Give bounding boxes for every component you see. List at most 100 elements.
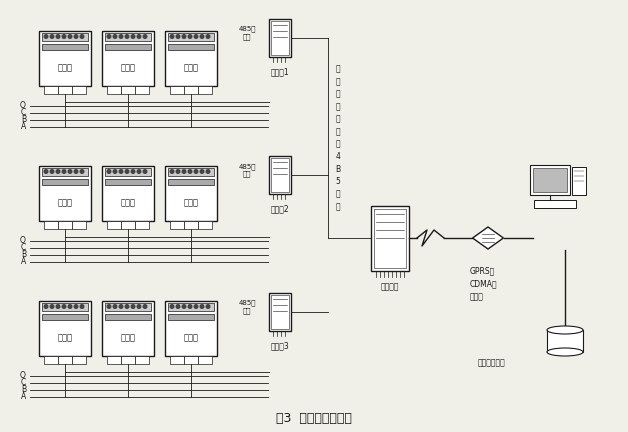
Text: A: A xyxy=(21,122,26,131)
Circle shape xyxy=(176,170,180,173)
Text: 居民表: 居民表 xyxy=(58,64,72,73)
Bar xyxy=(58,86,72,93)
Bar xyxy=(547,330,583,352)
Bar xyxy=(102,165,154,220)
Circle shape xyxy=(68,170,72,173)
Text: 电
力
载
波
通
讯
或
4
B
5
通
讯: 电 力 载 波 通 讯 或 4 B 5 通 讯 xyxy=(335,65,340,211)
Bar xyxy=(105,32,151,41)
Circle shape xyxy=(113,170,117,173)
Text: B: B xyxy=(21,115,26,124)
Ellipse shape xyxy=(547,348,583,356)
Bar xyxy=(168,168,214,175)
Text: O: O xyxy=(20,371,26,380)
Circle shape xyxy=(119,35,123,38)
Circle shape xyxy=(131,170,135,173)
Circle shape xyxy=(188,35,192,38)
Text: 居民表: 居民表 xyxy=(121,198,136,207)
Bar xyxy=(184,220,198,229)
Circle shape xyxy=(50,305,54,308)
Text: 采集器3: 采集器3 xyxy=(271,341,290,350)
Bar xyxy=(271,158,289,192)
Text: 图3  采集器抄表模式: 图3 采集器抄表模式 xyxy=(276,412,352,425)
Circle shape xyxy=(143,305,147,308)
Circle shape xyxy=(74,305,78,308)
Circle shape xyxy=(119,170,123,173)
Bar xyxy=(135,220,149,229)
Circle shape xyxy=(107,35,111,38)
Bar xyxy=(105,314,151,320)
Text: 集抄系统主站: 集抄系统主站 xyxy=(478,358,506,367)
Bar xyxy=(165,165,217,220)
Text: 485、
脉冲: 485、 脉冲 xyxy=(238,163,256,177)
Text: C: C xyxy=(21,108,26,117)
Circle shape xyxy=(131,305,135,308)
Circle shape xyxy=(74,35,78,38)
Bar xyxy=(72,356,86,363)
Text: C: C xyxy=(21,378,26,387)
Bar xyxy=(165,301,217,356)
Bar xyxy=(42,302,88,311)
Circle shape xyxy=(62,305,66,308)
Bar xyxy=(271,21,289,55)
Text: 居民表: 居民表 xyxy=(183,198,198,207)
Circle shape xyxy=(62,170,66,173)
Bar xyxy=(271,295,289,329)
Text: 采集器1: 采集器1 xyxy=(271,67,290,76)
Circle shape xyxy=(113,35,117,38)
Text: 居民表: 居民表 xyxy=(58,198,72,207)
Bar xyxy=(107,220,121,229)
Bar xyxy=(58,220,72,229)
Circle shape xyxy=(188,305,192,308)
Bar xyxy=(530,165,570,195)
Circle shape xyxy=(125,170,129,173)
Bar xyxy=(269,156,291,194)
Bar xyxy=(42,168,88,175)
Bar xyxy=(170,86,184,93)
Bar xyxy=(107,356,121,363)
Circle shape xyxy=(206,170,210,173)
Bar xyxy=(371,206,409,270)
Circle shape xyxy=(206,305,210,308)
Text: 居民表: 居民表 xyxy=(183,64,198,73)
Text: 居民表: 居民表 xyxy=(58,334,72,343)
Circle shape xyxy=(137,35,141,38)
Circle shape xyxy=(143,170,147,173)
Circle shape xyxy=(194,305,198,308)
Bar xyxy=(269,293,291,331)
Bar xyxy=(198,356,212,363)
Circle shape xyxy=(182,170,186,173)
Circle shape xyxy=(62,35,66,38)
Bar xyxy=(533,168,567,192)
Circle shape xyxy=(80,170,84,173)
Text: 居民表: 居民表 xyxy=(121,334,136,343)
Text: 居民表: 居民表 xyxy=(121,64,136,73)
Bar xyxy=(39,31,91,86)
Circle shape xyxy=(137,170,141,173)
Circle shape xyxy=(74,170,78,173)
Bar xyxy=(44,220,58,229)
Bar xyxy=(102,301,154,356)
Circle shape xyxy=(56,35,60,38)
Circle shape xyxy=(188,170,192,173)
Bar xyxy=(105,44,151,50)
Bar xyxy=(72,86,86,93)
Circle shape xyxy=(182,35,186,38)
Text: B: B xyxy=(21,385,26,394)
Bar xyxy=(102,31,154,86)
Circle shape xyxy=(80,35,84,38)
Circle shape xyxy=(56,305,60,308)
Circle shape xyxy=(68,305,72,308)
Circle shape xyxy=(143,35,147,38)
Circle shape xyxy=(176,305,180,308)
Bar xyxy=(42,32,88,41)
Circle shape xyxy=(107,170,111,173)
Bar xyxy=(135,356,149,363)
Circle shape xyxy=(125,305,129,308)
Text: C: C xyxy=(21,243,26,252)
Bar xyxy=(170,220,184,229)
Text: 居民表: 居民表 xyxy=(183,334,198,343)
Bar xyxy=(168,302,214,311)
Bar xyxy=(168,314,214,320)
Circle shape xyxy=(113,305,117,308)
Bar xyxy=(42,314,88,320)
